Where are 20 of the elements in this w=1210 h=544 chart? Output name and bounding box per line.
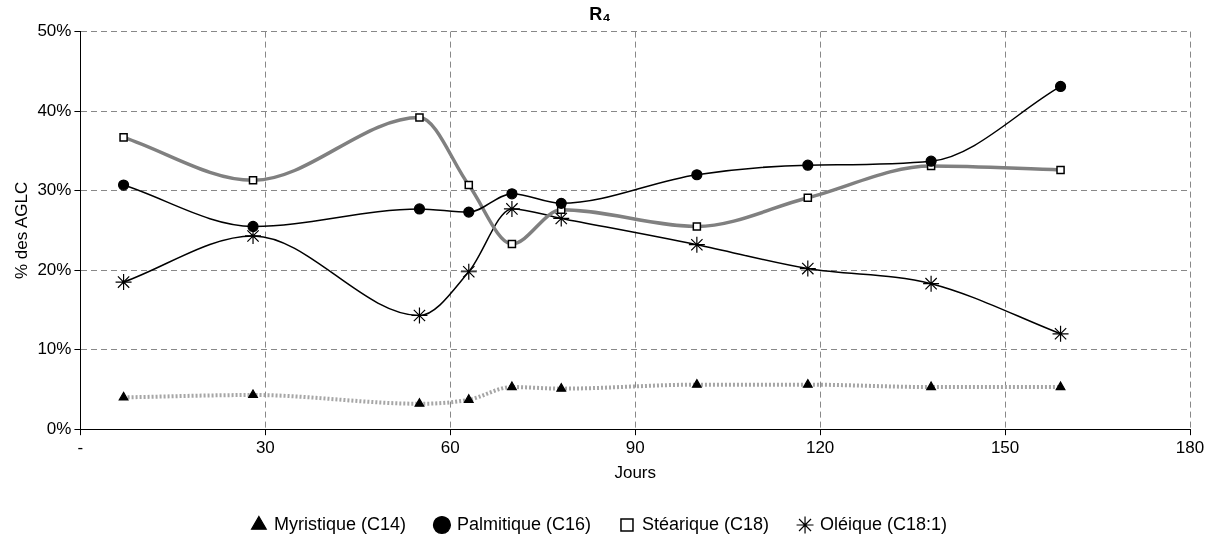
x-axis-title: Jours [614,463,656,483]
x-tick-label: 60 [440,438,460,458]
legend-label: Oléique (C18:1) [820,513,948,534]
x-tick-label: 90 [625,438,645,458]
y-tick-label: 10% [37,339,72,359]
x-tick-label: 120 [805,438,835,458]
x-tick-label: 150 [990,438,1020,458]
x-tick-label: 180 [1175,438,1205,458]
y-tick-label: 20% [37,259,72,279]
legend-label: Stéarique (C18) [641,513,770,534]
x-tick-label: 30 [255,438,275,458]
y-tick-label: 30% [37,180,72,200]
chart-title: R₄ [589,3,611,24]
y-tick-label: 40% [37,100,72,120]
x-tick-label: - [77,438,84,458]
y-tick-label: 50% [37,21,72,41]
y-axis-title: % des AGLC [11,181,31,280]
legend-label: Palmitique (C16) [456,513,591,534]
y-tick-label: 0% [46,418,72,438]
legend-label: Myristique (C14) [273,513,406,534]
